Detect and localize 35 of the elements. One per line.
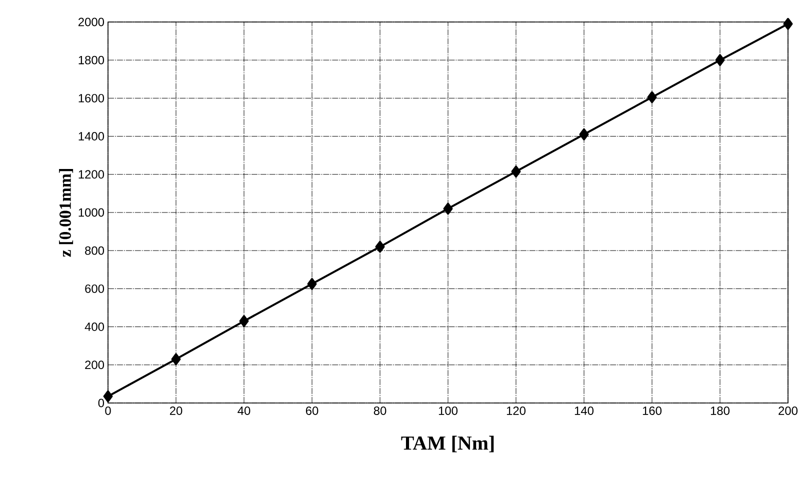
y-axis-title: z [0.001mm] bbox=[59, 169, 74, 257]
point bbox=[171, 353, 181, 366]
point bbox=[715, 54, 725, 66]
point bbox=[375, 240, 385, 253]
point bbox=[511, 166, 521, 178]
x-tick-label: 120 bbox=[506, 406, 526, 415]
x-tick-label: 40 bbox=[238, 406, 250, 415]
x-tick-label: 180 bbox=[710, 406, 730, 415]
y-tick-label: 0 bbox=[98, 398, 104, 408]
x-axis-title: TAM [Nm] bbox=[401, 436, 494, 452]
y-tick-label: 1800 bbox=[78, 56, 104, 64]
x-tick-label: 80 bbox=[374, 406, 386, 415]
x-tick-label: 140 bbox=[574, 406, 594, 415]
y-tick-label: 1000 bbox=[78, 208, 104, 217]
y-tick-label: 800 bbox=[85, 246, 104, 255]
y-tick-label: 600 bbox=[85, 284, 104, 293]
y-tick-label: 1400 bbox=[78, 132, 104, 141]
x-tick-label: 0 bbox=[105, 406, 111, 415]
point bbox=[579, 128, 589, 140]
point bbox=[103, 390, 113, 402]
y-tick-label: 1200 bbox=[78, 170, 104, 179]
x-tick-label: 100 bbox=[438, 406, 458, 415]
point bbox=[647, 91, 657, 104]
x-tick-label: 200 bbox=[778, 406, 798, 415]
x-tick-label: 160 bbox=[642, 406, 662, 415]
y-tick-label: 400 bbox=[84, 322, 104, 332]
point bbox=[239, 315, 249, 328]
x-tick-label: 60 bbox=[306, 406, 318, 415]
point bbox=[307, 278, 317, 290]
y-tick-label: 1600 bbox=[78, 94, 104, 102]
x-tick-label: 20 bbox=[170, 406, 182, 415]
point bbox=[443, 202, 453, 215]
y-tick-label: 200 bbox=[85, 360, 104, 370]
y-tick-label: 2000 bbox=[78, 18, 104, 26]
point bbox=[783, 18, 793, 30]
